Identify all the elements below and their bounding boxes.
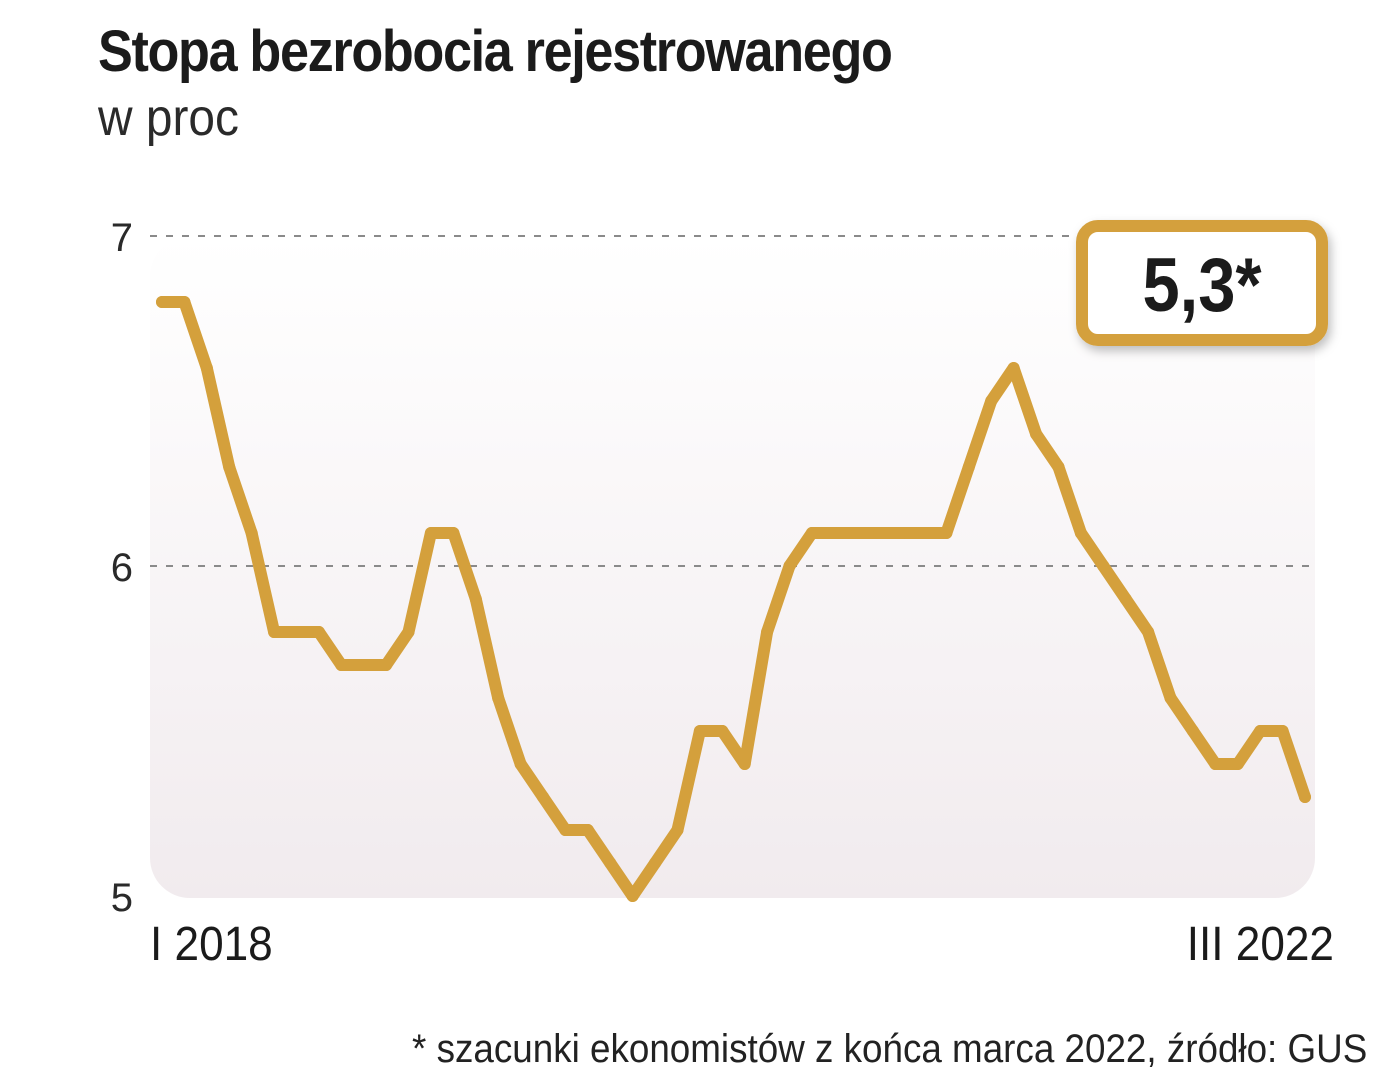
- data-point-30: [828, 527, 841, 539]
- data-point-17: [537, 791, 549, 803]
- data-point-18: [559, 824, 572, 836]
- y-tick-label-7: 7: [111, 216, 133, 260]
- data-point-51: [1299, 791, 1311, 803]
- data-point-31: [850, 527, 863, 539]
- data-point-6: [290, 626, 303, 638]
- data-point-50: [1276, 725, 1289, 737]
- chart-title: Stopa bezrobocia rejestrowanego: [98, 19, 893, 84]
- data-point-16: [514, 758, 527, 770]
- x-axis-start-label: I 2018: [150, 916, 273, 970]
- data-point-11: [402, 626, 415, 638]
- data-point-41: [1074, 527, 1087, 539]
- data-point-23: [671, 824, 684, 836]
- footnote: * szacunki ekonomistów z końca marca 202…: [411, 1027, 1367, 1071]
- data-point-2: [200, 362, 213, 374]
- value-badge-label: 5,3*: [1143, 243, 1262, 328]
- data-point-35: [940, 527, 953, 539]
- data-point-13: [447, 527, 460, 539]
- data-point-44: [1142, 626, 1155, 638]
- value-badge: [1076, 220, 1328, 346]
- data-point-33: [895, 527, 908, 539]
- data-point-0: [156, 296, 168, 308]
- data-point-21: [626, 890, 639, 902]
- data-point-10: [380, 659, 393, 671]
- data-point-37: [985, 395, 998, 407]
- data-point-20: [604, 857, 617, 869]
- chart-subtitle: w proc: [98, 89, 239, 147]
- data-point-3: [223, 461, 236, 473]
- data-point-34: [918, 527, 930, 539]
- data-point-28: [783, 560, 796, 572]
- data-point-7: [312, 626, 325, 638]
- data-point-8: [335, 659, 348, 671]
- data-point-19: [581, 824, 594, 836]
- data-point-38: [1007, 362, 1020, 374]
- data-point-24: [693, 725, 706, 737]
- data-point-40: [1052, 461, 1065, 473]
- data-point-49: [1254, 725, 1267, 737]
- data-point-9: [357, 659, 370, 671]
- series-line-unemployment: [156, 296, 1311, 902]
- y-tick-label-5: 5: [111, 876, 133, 920]
- data-point-48: [1231, 758, 1244, 770]
- data-point-47: [1209, 758, 1222, 770]
- data-point-4: [245, 527, 258, 539]
- data-point-27: [761, 626, 774, 638]
- data-point-15: [492, 692, 505, 704]
- data-point-12: [424, 527, 437, 539]
- value-badge-frame: [1076, 220, 1328, 346]
- data-point-26: [738, 758, 751, 770]
- x-axis-end-label: III 2022: [1187, 916, 1334, 970]
- data-point-22: [649, 857, 662, 869]
- data-point-45: [1164, 692, 1177, 704]
- data-point-36: [962, 461, 975, 473]
- data-point-42: [1097, 560, 1110, 572]
- data-point-25: [716, 725, 729, 737]
- data-point-43: [1119, 593, 1132, 605]
- data-point-14: [469, 593, 482, 605]
- data-point-32: [873, 527, 886, 539]
- data-point-29: [805, 527, 818, 539]
- data-point-5: [268, 626, 281, 638]
- data-point-46: [1186, 725, 1199, 737]
- y-tick-label-6: 6: [111, 546, 133, 590]
- data-point-39: [1030, 428, 1043, 440]
- data-point-1: [178, 296, 191, 308]
